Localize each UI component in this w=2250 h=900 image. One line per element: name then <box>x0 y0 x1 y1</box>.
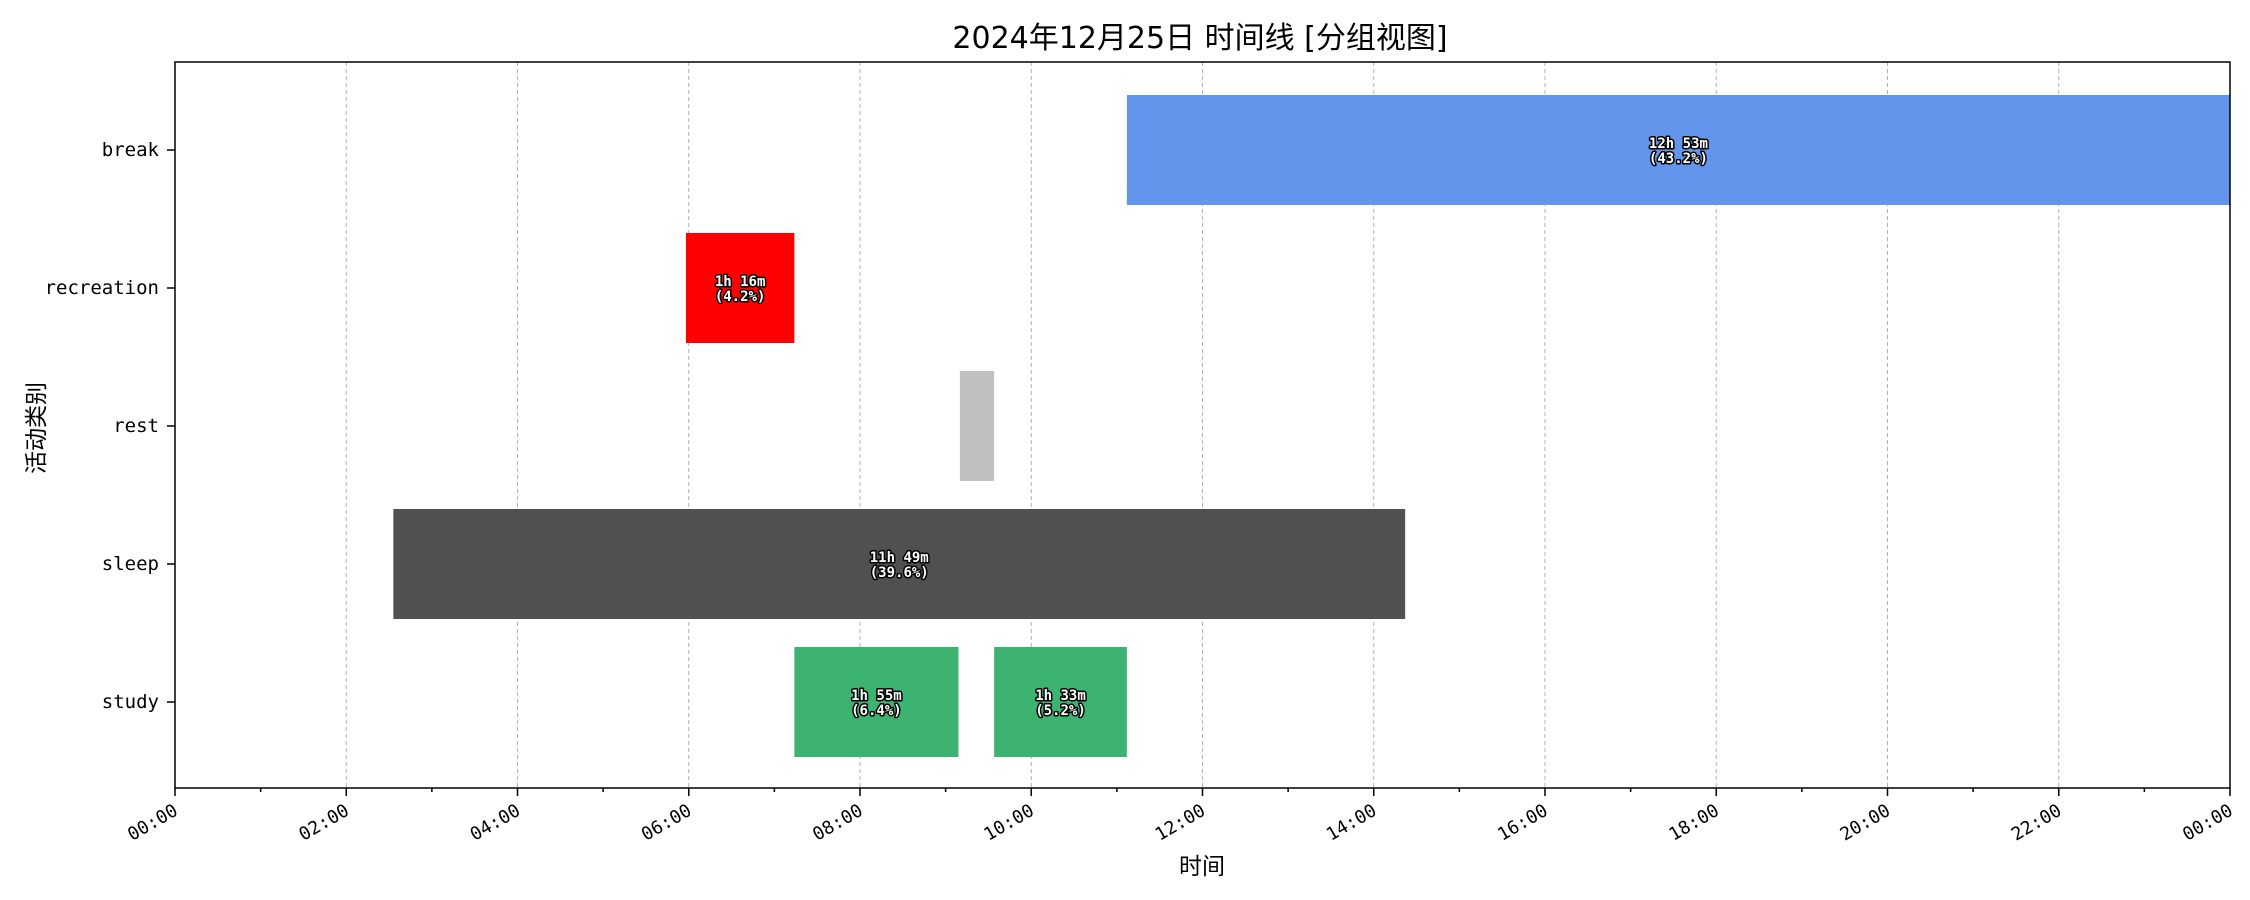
x-tick-label: 10:00 <box>980 800 1037 845</box>
x-tick-label: 08:00 <box>809 800 866 845</box>
x-tick-label: 02:00 <box>295 800 352 845</box>
bar-label-sleep-3: 11h 49m (39.6%) <box>870 550 929 581</box>
bar-rest-2 <box>959 371 995 481</box>
bar-label-study-5: 1h 33m (5.2%) <box>1035 688 1086 719</box>
x-tick-label: 20:00 <box>1837 800 1894 845</box>
x-axis-ticks: 00:00 02:00 04:00 06:00 08:00 10:00 12:00 14:00… <box>124 788 2237 845</box>
bar-recreation-1 <box>685 233 795 343</box>
bar-label-break-0: 12h 53m (43.2%) <box>1649 136 1708 167</box>
x-tick-label: 18:00 <box>1665 800 1722 845</box>
bar-label-recreation-1: 1h 16m (4.2%) <box>715 274 766 305</box>
x-axis-label: 时间 <box>1179 854 1225 880</box>
bar-layer: 12h 53m (43.2%) 1h 16m (4.2%) 11h 49m (39.6%)… <box>393 95 2230 757</box>
y-axis-ticks: break recreation rest sleep study <box>45 139 175 713</box>
y-tick-label-rest: rest <box>113 415 159 437</box>
x-tick-label: 16:00 <box>1494 800 1551 845</box>
y-tick-label-recreation: recreation <box>45 277 159 299</box>
y-axis-label: 活动类别 <box>24 382 50 474</box>
y-tick-label-study: study <box>102 691 159 713</box>
x-tick-label: 12:00 <box>1152 800 1209 845</box>
x-tick-label: 22:00 <box>2008 800 2065 845</box>
y-tick-label-break: break <box>102 139 160 161</box>
bar-study-5 <box>994 647 1127 757</box>
x-tick-label: 06:00 <box>638 800 695 845</box>
y-tick-label-sleep: sleep <box>102 553 159 575</box>
x-tick-label: 14:00 <box>1323 800 1380 845</box>
bar-sleep-3 <box>393 509 1406 619</box>
x-tick-label: 00:00 <box>2179 800 2236 845</box>
bar-label-study-4: 1h 55m (6.4%) <box>851 688 902 719</box>
x-tick-label: 00:00 <box>124 800 181 845</box>
x-tick-label: 04:00 <box>467 800 524 845</box>
bar-study-4 <box>794 647 959 757</box>
chart-title: 2024年12月25日 时间线 [分组视图] <box>952 21 1447 56</box>
bar-break-0 <box>1126 95 2230 205</box>
